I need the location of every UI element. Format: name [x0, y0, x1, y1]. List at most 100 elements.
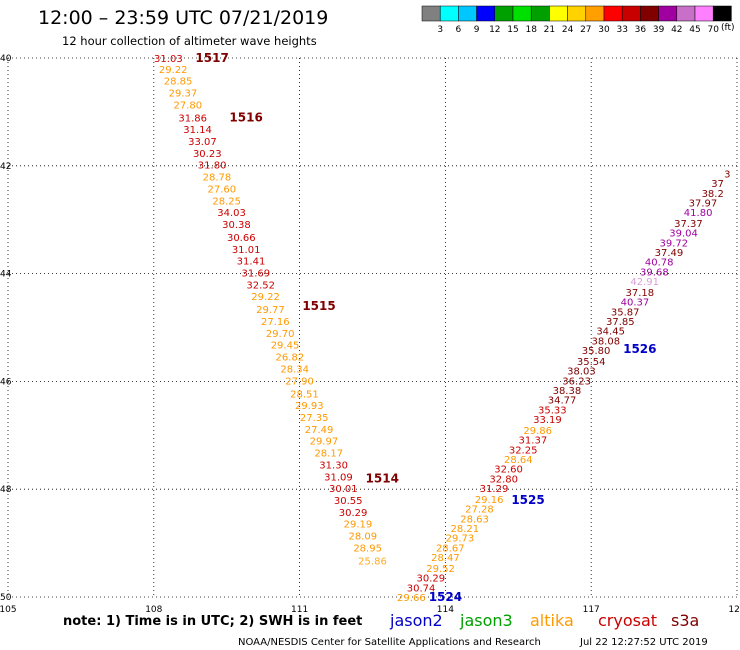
wave-height-label: 31.29 [480, 484, 509, 495]
wave-height-label: 29.93 [295, 401, 324, 412]
wave-height-label: 31.37 [519, 436, 548, 447]
legend-swatch [621, 5, 641, 22]
wave-height-label: 28.85 [164, 77, 193, 88]
wave-height-label: 35.54 [577, 357, 606, 368]
legend-swatch [476, 5, 496, 22]
wave-height-label: 30.29 [416, 574, 445, 585]
wave-height-label: 28.34 [280, 364, 309, 375]
legend-swatch [530, 5, 550, 22]
wave-height-label: 32.52 [246, 280, 275, 291]
lat-lon-grid [7, 57, 738, 598]
satellite-name: jason3 [459, 611, 513, 630]
wave-height-label: 39.68 [640, 267, 669, 278]
wave-height-label: 38.2 [702, 189, 724, 200]
legend-tick-label: 9 [474, 25, 480, 35]
wave-height-label: 27.28 [465, 505, 494, 516]
wave-height-values: 31.0329.2228.8529.3727.8031.8631.1433.07… [154, 54, 730, 604]
wave-height-label: 28.67 [436, 543, 465, 554]
pass-label: 1525 [511, 493, 544, 507]
wave-height-label: 30.55 [334, 496, 363, 507]
wave-height-label: 31.41 [237, 257, 266, 268]
legend-swatch [694, 5, 714, 22]
legend-tick-label: 36 [635, 25, 647, 35]
wave-height-label: 28.64 [504, 455, 533, 466]
legend-tick-label: 30 [598, 25, 610, 35]
wave-height-label: 37.49 [655, 248, 684, 259]
wave-height-label: 38.03 [567, 367, 596, 378]
wave-height-label: 28.95 [353, 543, 382, 554]
wave-height-label: 29.22 [251, 292, 280, 303]
wave-height-label: 29.19 [344, 520, 373, 531]
pass-label: 1516 [229, 110, 262, 124]
legend-tick-label: 21 [544, 25, 555, 35]
wave-height-label: 28.51 [290, 389, 319, 400]
wave-height-label: 32.25 [509, 445, 538, 456]
wave-height-label: 37.37 [674, 219, 703, 230]
wave-height-label: 38.08 [591, 336, 620, 347]
pass-label: 1524 [429, 590, 462, 604]
wave-height-label: 29.70 [266, 329, 295, 340]
wave-height-label: 37.97 [689, 198, 718, 209]
wave-height-label: 35.33 [538, 405, 567, 416]
wave-height-label: 31.01 [232, 245, 261, 256]
legend-swatch [585, 5, 605, 22]
legend-swatch [512, 5, 532, 22]
x-tick-label: 114 [437, 605, 454, 615]
wave-height-label: 31.80 [198, 161, 227, 172]
wave-height-label: 28.78 [203, 173, 232, 184]
legend-swatch [549, 5, 568, 22]
x-tick-label: 108 [145, 605, 162, 615]
y-tick-label: 40 [0, 54, 12, 64]
legend-tick-label: 39 [653, 25, 665, 35]
wave-height-label: 31.69 [242, 269, 271, 280]
wave-height-label: 28.09 [348, 532, 377, 543]
wave-height-label: 37 [711, 179, 724, 190]
wave-height-label: 30.38 [222, 220, 251, 231]
wave-height-label: 35.87 [611, 307, 640, 318]
timestamp-text: Jul 22 12:27:52 UTC 2019 [579, 637, 708, 648]
pass-label: 1514 [366, 471, 399, 485]
legend-swatch [494, 5, 514, 22]
wave-height-label: 34.03 [217, 208, 246, 219]
legend-swatch [676, 5, 696, 22]
legend-swatch [603, 5, 623, 22]
wave-height-label: 30.74 [407, 583, 436, 594]
wave-height-label: 29.16 [475, 495, 504, 506]
wave-height-label: 39.72 [659, 238, 688, 249]
satellite-legend: jason2 jason3 altika cryosat s3a [389, 611, 699, 630]
legend-tick-label: 70 [707, 25, 719, 35]
wave-height-label: 40.37 [621, 298, 650, 309]
wave-height-label: 31.09 [324, 472, 353, 483]
wave-height-label: 37.18 [625, 288, 654, 299]
legend-swatch [439, 5, 459, 22]
wave-height-label: 32.60 [494, 465, 523, 476]
legend-tick-label: 45 [689, 25, 700, 35]
wave-height-label: 33.07 [188, 137, 217, 148]
wave-height-label: 31.86 [178, 113, 207, 124]
wave-height-label: 26.82 [276, 353, 305, 364]
legend-swatch [640, 5, 659, 22]
wave-height-label: 27.35 [300, 413, 329, 424]
wave-height-label: 30.23 [193, 149, 222, 160]
legend-tick-label: 15 [507, 25, 518, 35]
wave-height-label: 29.77 [256, 305, 285, 316]
legend-swatch [567, 5, 587, 22]
satellite-name: s3a [671, 611, 699, 630]
wave-height-label: 28.25 [212, 196, 241, 207]
y-tick-label: 48 [0, 485, 12, 495]
legend-swatch [458, 5, 477, 22]
legend-swatch [712, 5, 732, 22]
wave-height-label: 40.78 [645, 258, 674, 269]
legend-tick-label: 18 [525, 25, 537, 35]
wave-height-label: 34.77 [548, 396, 577, 407]
wave-height-label: 38.38 [553, 386, 582, 397]
wave-height-label: 29.52 [426, 564, 455, 575]
wave-height-label: 27.80 [173, 100, 202, 111]
legend-tick-label: 27 [580, 25, 591, 35]
wave-height-label: 27.60 [208, 184, 237, 195]
wave-height-label: 27.49 [305, 425, 334, 436]
legend-unit-label: (ft) [721, 23, 735, 33]
legend-tick-label: 6 [456, 25, 462, 35]
credit-text: NOAA/NESDIS Center for Satellite Applica… [238, 637, 541, 648]
wave-height-label: 27.16 [261, 317, 290, 328]
